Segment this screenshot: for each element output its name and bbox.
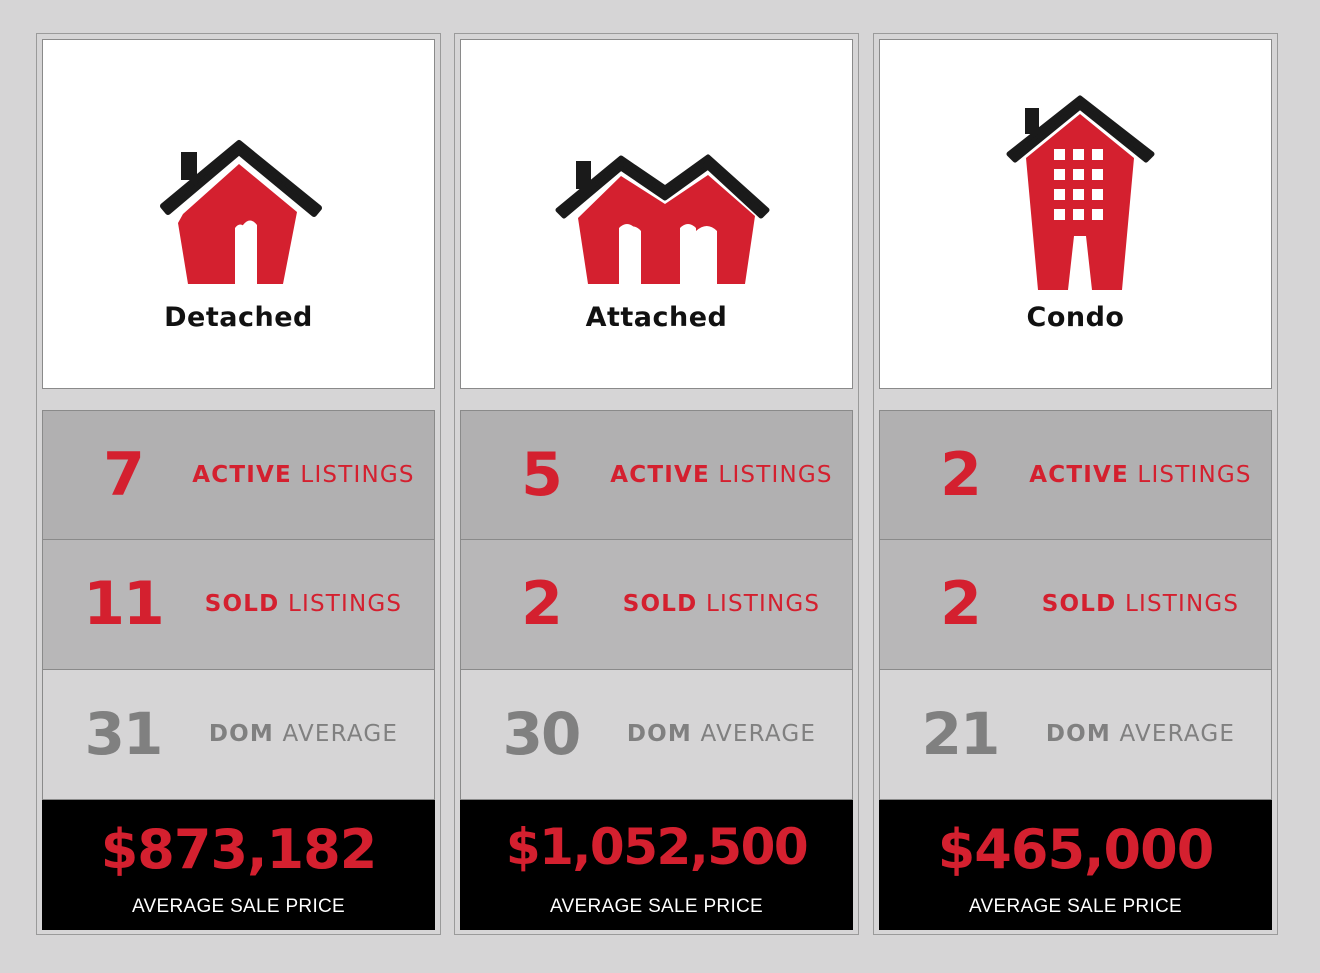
label-strong: SOLD	[1041, 591, 1117, 617]
active-listings-count: 5	[521, 440, 563, 510]
sold-listings-count: 2	[521, 569, 563, 639]
label-rest: LISTINGS	[709, 462, 833, 488]
active-listings-row: 7 ACTIVE LISTINGS	[42, 410, 435, 540]
label-strong: DOM	[1045, 721, 1111, 747]
label-strong: DOM	[626, 721, 692, 747]
active-listings-label: ACTIVE LISTINGS	[1018, 411, 1263, 539]
detached-column: Detached 7 ACTIVE LISTINGS 11 SOLD LISTI…	[36, 33, 441, 935]
sold-listings-label: SOLD LISTINGS	[181, 540, 426, 668]
average-sale-price: $873,182	[100, 818, 378, 881]
active-listings-label: ACTIVE LISTINGS	[181, 411, 426, 539]
sold-listings-count: 2	[940, 569, 982, 639]
attached-column: Attached 5 ACTIVE LISTINGS 2 SOLD LISTIN…	[454, 33, 859, 935]
label-rest: LISTINGS	[1116, 591, 1240, 617]
sold-listings-label: SOLD LISTINGS	[599, 540, 844, 668]
active-listings-row: 5 ACTIVE LISTINGS	[460, 410, 853, 540]
average-sale-price: $1,052,500	[505, 818, 809, 876]
label-rest: LISTINGS	[279, 591, 403, 617]
active-listings-count: 2	[940, 440, 982, 510]
sold-listings-row: 11 SOLD LISTINGS	[42, 540, 435, 670]
active-listings-label: ACTIVE LISTINGS	[599, 411, 844, 539]
label-strong: ACTIVE	[610, 462, 710, 488]
sold-listings-count: 11	[83, 569, 165, 639]
label-strong: SOLD	[204, 591, 280, 617]
average-sale-price: $465,000	[937, 818, 1215, 881]
dom-average-row: 31 DOM AVERAGE	[42, 670, 435, 800]
dom-average-label: DOM AVERAGE	[599, 670, 844, 798]
dom-average-label: DOM AVERAGE	[181, 670, 426, 798]
label-rest: LISTINGS	[291, 462, 415, 488]
detached-house-icon	[160, 140, 322, 284]
property-type-card: Detached	[42, 39, 435, 389]
dom-average-row: 30 DOM AVERAGE	[460, 670, 853, 800]
average-sale-price-box: $1,052,500 AVERAGE SALE PRICE	[460, 800, 853, 930]
dom-average-label: DOM AVERAGE	[1018, 670, 1263, 798]
average-sale-price-box: $873,182 AVERAGE SALE PRICE	[42, 800, 435, 930]
active-listings-count: 7	[103, 440, 145, 510]
label-rest: AVERAGE	[273, 721, 399, 747]
average-sale-price-box: $465,000 AVERAGE SALE PRICE	[879, 800, 1272, 930]
label-strong: ACTIVE	[1029, 462, 1129, 488]
property-type-card: Condo	[879, 39, 1272, 389]
average-sale-price-caption: AVERAGE SALE PRICE	[131, 896, 346, 917]
sold-listings-row: 2 SOLD LISTINGS	[879, 540, 1272, 670]
condo-column: Condo 2 ACTIVE LISTINGS 2 SOLD LISTINGS …	[873, 33, 1278, 935]
label-rest: AVERAGE	[691, 721, 817, 747]
dom-average-row: 21 DOM AVERAGE	[879, 670, 1272, 800]
sold-listings-row: 2 SOLD LISTINGS	[460, 540, 853, 670]
average-sale-price-caption: AVERAGE SALE PRICE	[968, 896, 1183, 917]
label-rest: LISTINGS	[1128, 462, 1252, 488]
label-rest: AVERAGE	[1110, 721, 1236, 747]
label-strong: ACTIVE	[192, 462, 292, 488]
sold-listings-label: SOLD LISTINGS	[1018, 540, 1263, 668]
label-strong: SOLD	[622, 591, 698, 617]
average-sale-price-caption: AVERAGE SALE PRICE	[549, 896, 764, 917]
label-strong: DOM	[208, 721, 274, 747]
property-type-label: Detached	[164, 302, 313, 333]
dom-average-value: 30	[502, 700, 582, 768]
property-type-label: Condo	[1026, 302, 1125, 333]
property-type-card: Attached	[460, 39, 853, 389]
attached-house-icon	[555, 154, 770, 284]
dom-average-value: 21	[921, 700, 1001, 768]
condo-building-icon	[1006, 95, 1155, 290]
dom-average-value: 31	[84, 700, 164, 768]
property-type-label: Attached	[585, 302, 728, 333]
label-rest: LISTINGS	[697, 591, 821, 617]
active-listings-row: 2 ACTIVE LISTINGS	[879, 410, 1272, 540]
